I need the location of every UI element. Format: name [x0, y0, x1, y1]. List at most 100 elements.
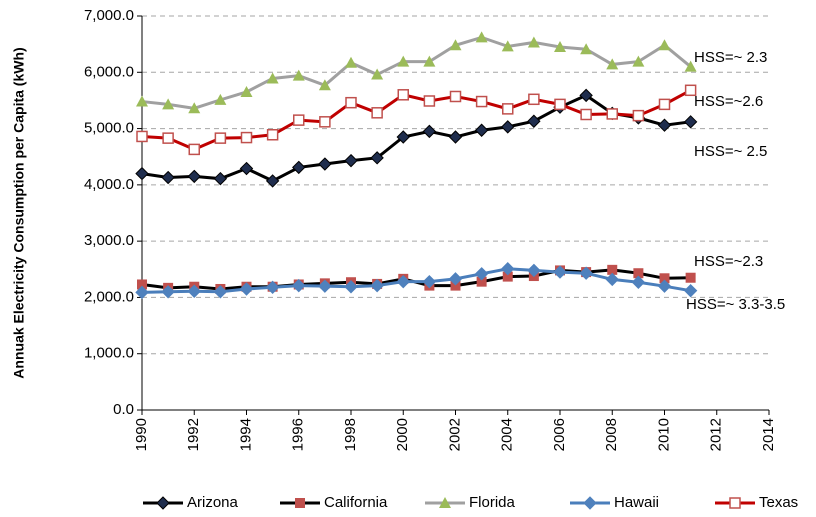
x-tick-label: 2006 [551, 418, 568, 451]
marker [397, 55, 410, 67]
legend-label: Texas [759, 494, 798, 511]
marker [187, 284, 201, 298]
marker [345, 96, 357, 109]
marker [449, 90, 462, 103]
y-tick-label: 4,000.0 [84, 176, 134, 193]
marker [137, 279, 147, 290]
marker [450, 280, 461, 291]
x-tick-label: 1994 [237, 418, 254, 451]
marker [135, 285, 149, 300]
legend-item: California [280, 494, 388, 511]
marker [422, 124, 437, 139]
legend-label: Hawaii [614, 494, 659, 511]
x-tick-label: 2004 [499, 418, 516, 451]
y-tick-label: 6,000.0 [84, 63, 134, 80]
marker [607, 264, 618, 275]
marker [292, 278, 306, 293]
marker [685, 272, 696, 283]
marker [684, 84, 697, 97]
marker [475, 95, 488, 108]
marker [162, 132, 174, 144]
marker [527, 263, 541, 278]
marker [476, 276, 487, 287]
y-tick-label: 3,000.0 [84, 232, 134, 249]
marker [448, 130, 463, 144]
marker [370, 151, 384, 165]
series-line [141, 93, 691, 183]
marker [583, 496, 597, 510]
marker [397, 89, 409, 101]
marker [579, 88, 593, 103]
marker [213, 171, 228, 186]
x-tick-label: 1996 [290, 418, 307, 451]
x-tick-label: 2012 [708, 418, 725, 451]
marker [345, 56, 357, 68]
series-line [141, 35, 692, 110]
marker [631, 275, 646, 289]
marker [554, 40, 566, 52]
marker [528, 93, 540, 106]
x-tick-label: 2000 [394, 418, 411, 451]
annotation: HSS=~ 2.3 [694, 49, 767, 66]
marker [156, 496, 170, 510]
marker [370, 278, 384, 293]
marker [502, 271, 513, 282]
marker [214, 93, 227, 105]
marker [657, 279, 672, 293]
x-tick-label: 2010 [655, 418, 672, 451]
legend-label: California [324, 494, 388, 511]
legend-label: Arizona [187, 494, 239, 511]
y-axis-label: Annuak Electricity Consumption per Capit… [11, 47, 27, 378]
y-tick-label: 2,000.0 [84, 288, 134, 305]
annotation: HSS=~2.3 [694, 253, 763, 270]
marker [162, 98, 175, 110]
x-tick-label: 1992 [185, 418, 202, 451]
series-line [141, 88, 692, 152]
marker [502, 103, 514, 115]
legend-item: Texas [715, 494, 798, 511]
legend-item: Arizona [143, 494, 239, 511]
marker [683, 283, 698, 298]
marker [293, 114, 305, 126]
annotation: HSS=~ 2.5 [694, 143, 767, 160]
marker [684, 60, 697, 72]
marker [318, 157, 332, 171]
marker [161, 285, 175, 299]
marker [265, 174, 280, 188]
marker [240, 131, 253, 144]
marker [319, 116, 331, 128]
marker [501, 40, 514, 52]
marker [729, 497, 741, 509]
marker [371, 107, 383, 119]
annotation: HSS=~2.6 [694, 93, 763, 110]
marker [657, 118, 672, 132]
marker [239, 161, 254, 176]
marker [423, 55, 436, 67]
x-tick-label: 2008 [603, 418, 620, 451]
legend-item: Florida [425, 494, 516, 511]
marker [214, 132, 227, 144]
marker [295, 498, 305, 508]
marker [580, 43, 593, 55]
series-line [141, 267, 691, 294]
marker [136, 130, 148, 143]
marker [344, 280, 358, 294]
marker [501, 262, 515, 276]
marker [527, 114, 541, 128]
marker [606, 108, 618, 120]
marker [439, 497, 451, 508]
marker [632, 109, 645, 122]
y-tick-label: 7,000.0 [84, 7, 134, 24]
marker [396, 274, 410, 289]
marker [580, 108, 592, 121]
marker [448, 272, 463, 286]
marker [527, 36, 540, 48]
marker [605, 272, 619, 287]
marker [318, 79, 331, 91]
marker [396, 130, 410, 144]
legend-label: Florida [469, 494, 516, 511]
marker [659, 273, 670, 284]
marker [161, 170, 175, 185]
marker [187, 169, 201, 184]
